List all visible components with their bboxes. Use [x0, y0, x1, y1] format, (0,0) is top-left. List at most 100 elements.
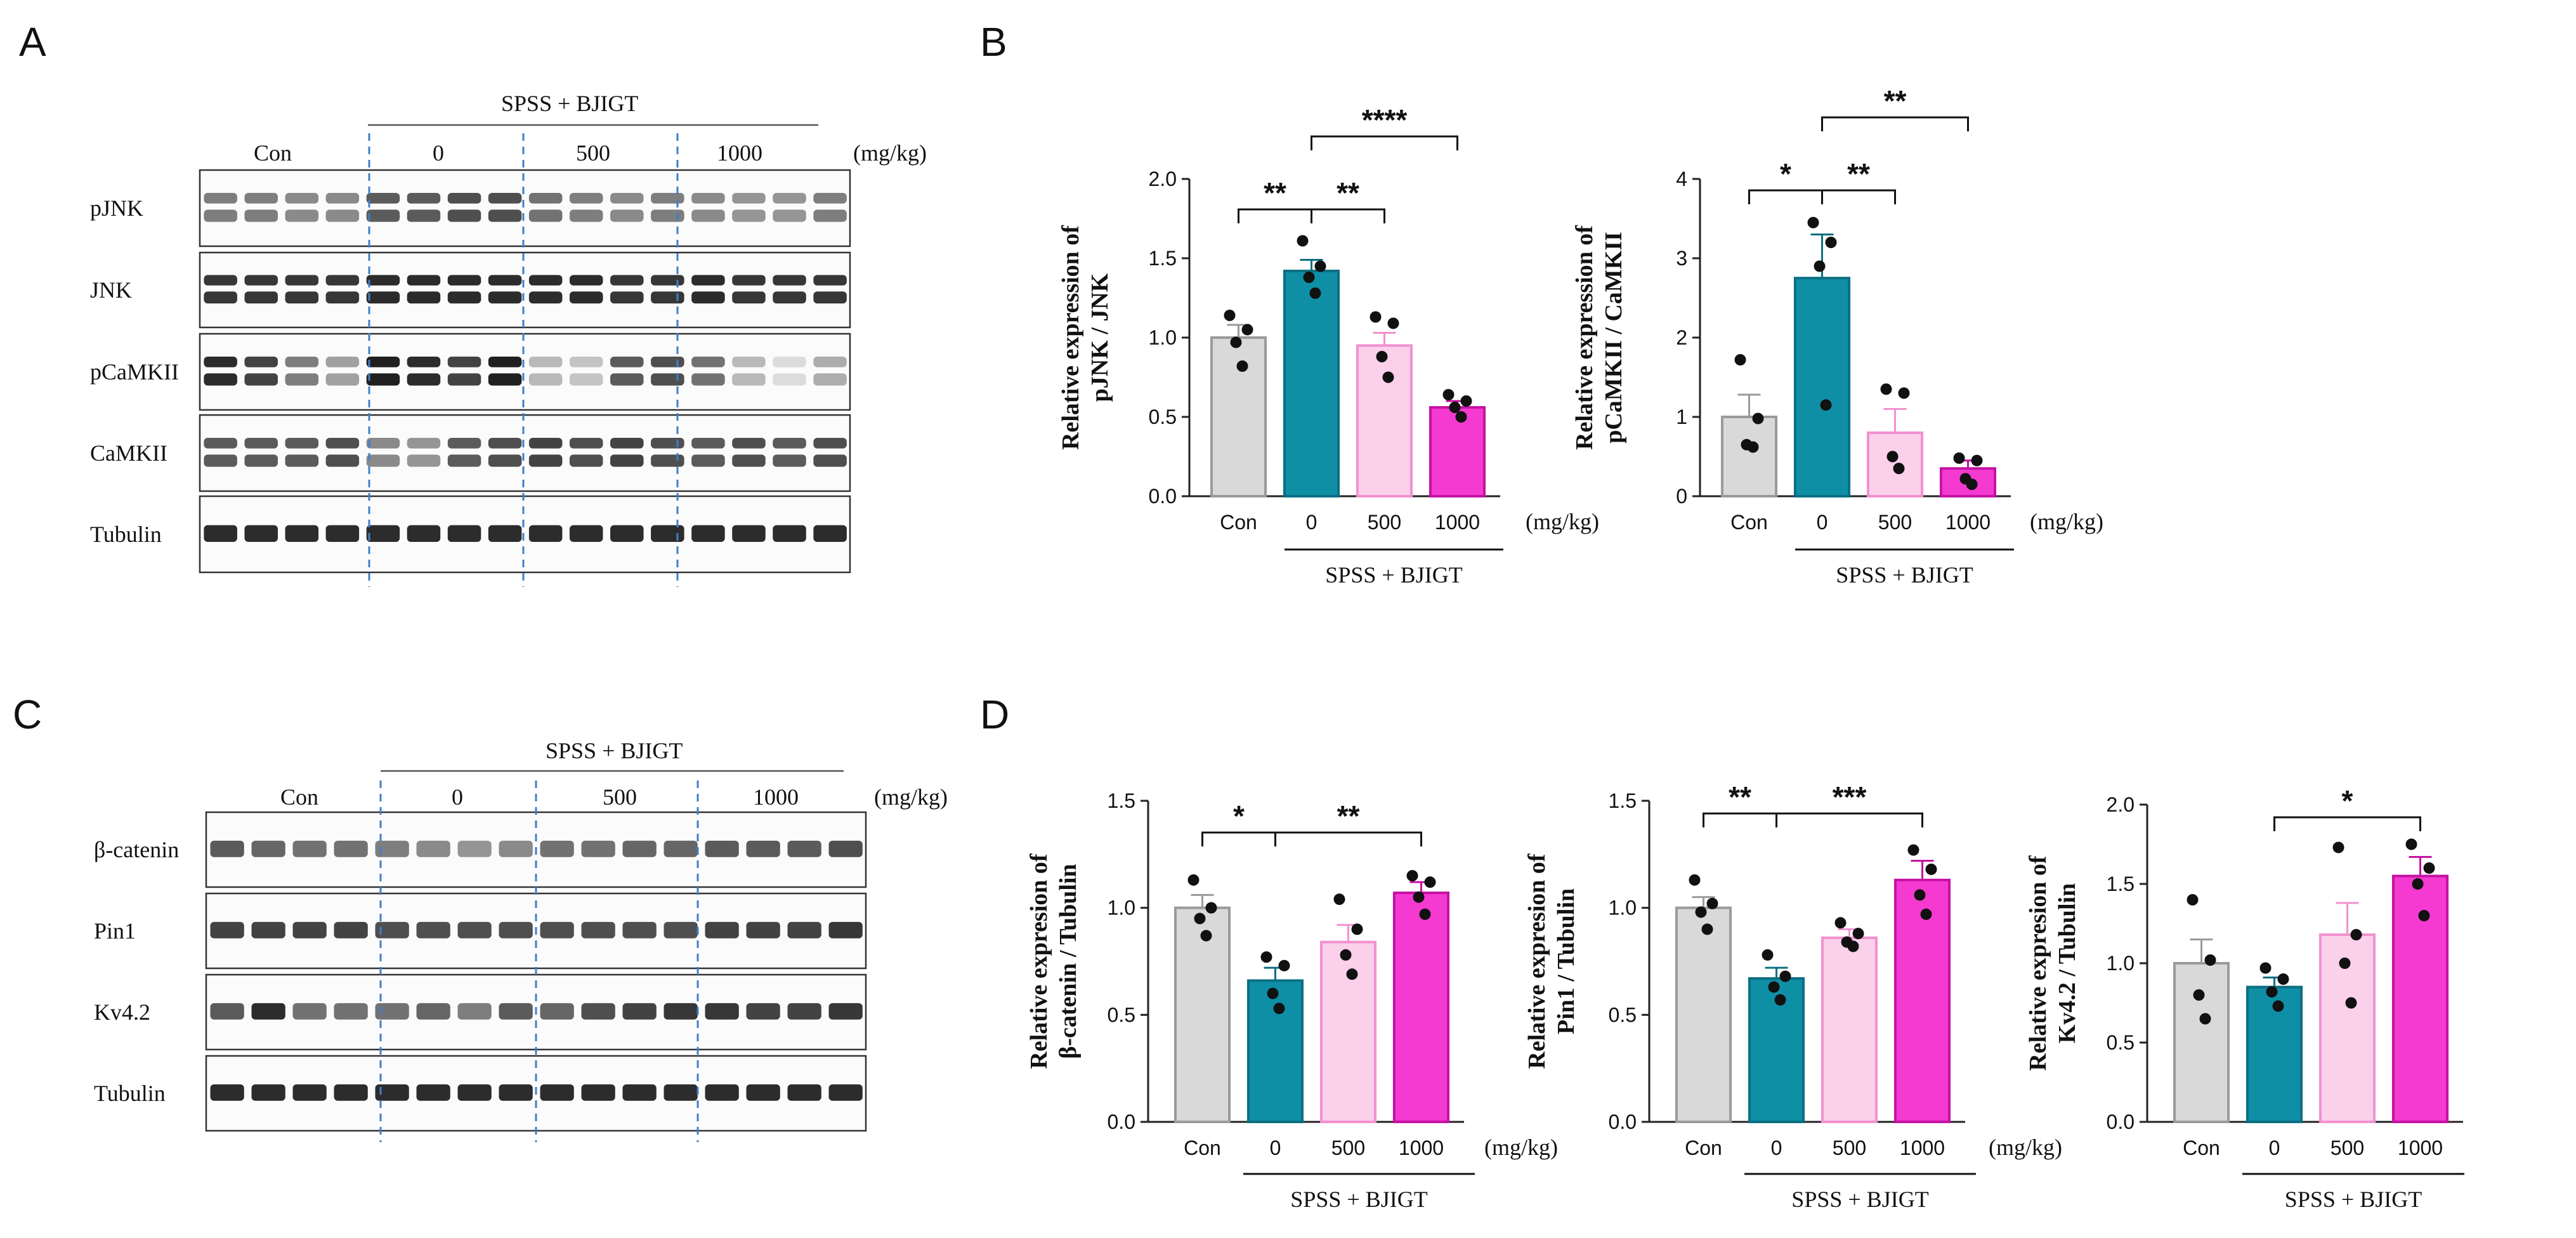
data-point	[1449, 402, 1461, 413]
data-point	[1706, 897, 1718, 909]
data-point	[1768, 981, 1780, 993]
blot-band	[651, 357, 684, 367]
western-blot-c: β-catenin Pin1 Kv4.2 Tubulin	[94, 780, 867, 1142]
blot-band	[651, 525, 684, 542]
y-axis-label-line1: Relative expression of	[1571, 225, 1598, 450]
blot-band	[528, 438, 563, 449]
data-point	[1914, 889, 1926, 901]
blot-band	[813, 454, 847, 467]
blot-band	[732, 438, 766, 449]
data-point	[1346, 968, 1358, 980]
blot-a-group-1000: 1000	[717, 140, 762, 166]
y-tick-label: 1.0	[1149, 326, 1177, 349]
blot-band	[773, 525, 806, 542]
blot-band	[813, 209, 847, 222]
blot-band	[457, 1084, 492, 1101]
significance-label: ****	[1362, 103, 1408, 136]
blot-row-frame	[199, 251, 851, 329]
blot-band	[813, 291, 847, 304]
blot-band	[787, 1003, 821, 1020]
data-point	[1893, 463, 1905, 475]
blot-band	[457, 1003, 492, 1020]
significance-bracket	[1748, 189, 1823, 204]
data-point	[1424, 876, 1436, 888]
blot-band	[610, 209, 644, 222]
blot-band	[285, 525, 319, 542]
blot-band	[447, 193, 481, 204]
data-point	[2418, 910, 2430, 921]
blot-band	[488, 454, 522, 467]
blot-band	[366, 373, 400, 386]
blot-band	[325, 209, 360, 222]
blot-band	[499, 1084, 533, 1101]
data-point	[1814, 260, 1826, 272]
blot-band	[691, 275, 725, 286]
blot-band	[651, 275, 684, 286]
significance-bracket	[1821, 116, 1969, 131]
y-axis-label-line1: Relative expresion of	[1026, 853, 1052, 1069]
y-tick-label: 1.5	[2107, 873, 2135, 895]
blot-band	[251, 921, 285, 938]
significance-bracket	[1274, 831, 1422, 846]
blot-band	[732, 209, 766, 222]
data-point	[1413, 891, 1425, 903]
data-point	[1701, 923, 1713, 935]
data-point	[2266, 986, 2278, 998]
blot-band	[610, 291, 644, 304]
significance-bracket	[1703, 812, 1777, 827]
blot-band	[569, 193, 603, 204]
blot-band	[622, 1084, 657, 1101]
treatment-label: SPSS + BJIGT	[1791, 1187, 1928, 1212]
y-tick-label: 0.5	[1609, 1003, 1637, 1026]
significance-label: **	[1264, 176, 1286, 209]
blot-band	[732, 275, 766, 286]
x-units-label: (mg/kg)	[1484, 1135, 1558, 1160]
y-axis-label-line2: Kv4.2 / Tubulin	[2054, 883, 2081, 1043]
data-point	[1880, 383, 1892, 395]
significance-bracket	[1311, 208, 1385, 223]
y-tick-label: 0.0	[1609, 1110, 1637, 1133]
blot-band	[499, 840, 533, 857]
blot-band	[407, 291, 441, 304]
data-point	[2332, 841, 2344, 853]
x-tick-label: 1000	[2398, 1136, 2443, 1159]
treatment-label: SPSS + BJIGT	[1290, 1187, 1427, 1212]
data-point	[1852, 928, 1864, 940]
blot-band	[334, 1084, 368, 1101]
significance-bracket	[2273, 816, 2421, 831]
blot-band	[366, 357, 400, 367]
blot-band	[210, 921, 244, 938]
blot-band	[773, 438, 806, 449]
blot-row-label: Kv4.2	[94, 999, 150, 1025]
blot-row-frame	[199, 333, 851, 411]
y-axis-label-line1: Relative expresion of	[2025, 855, 2051, 1070]
blot-band	[325, 454, 360, 467]
significance-label: *	[1233, 800, 1245, 833]
blot-band	[325, 193, 360, 204]
blot-band	[366, 291, 400, 304]
blot-band	[691, 373, 725, 386]
blot-band	[251, 1084, 285, 1101]
data-point	[1297, 235, 1309, 247]
blot-band	[407, 373, 441, 386]
x-tick-label: 500	[2331, 1136, 2364, 1159]
blot-a-group-con: Con	[254, 140, 292, 166]
blot-band	[292, 1084, 327, 1101]
y-axis-label-line1: Relative expression of	[1057, 225, 1084, 450]
x-units-label: (mg/kg)	[1526, 509, 1599, 534]
blot-a-group-500: 500	[576, 140, 610, 166]
data-point	[1689, 874, 1701, 886]
blot-band	[540, 1003, 574, 1020]
blot-band	[540, 921, 574, 938]
panel-label-d: D	[980, 692, 1009, 737]
x-tick-label: Con	[2183, 1136, 2220, 1159]
bar-1000	[1429, 406, 1486, 497]
blot-band	[813, 357, 847, 367]
y-tick-label: 2.0	[2107, 793, 2135, 816]
x-tick-label: 500	[1331, 1136, 1365, 1159]
blot-band	[691, 209, 725, 222]
blot-band	[773, 193, 806, 204]
blot-band	[366, 438, 400, 449]
blot-band	[375, 921, 409, 938]
blot-band	[407, 454, 441, 467]
